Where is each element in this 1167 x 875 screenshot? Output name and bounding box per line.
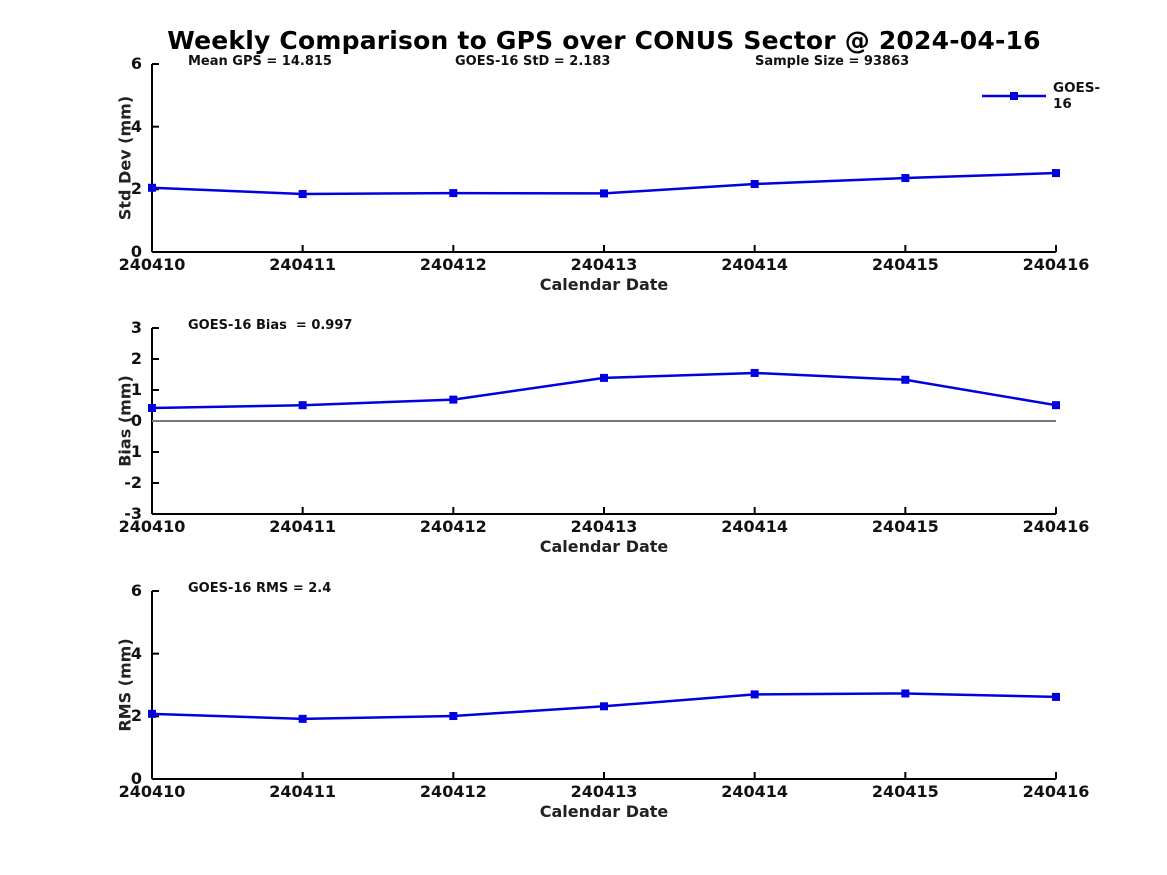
x-tick-label: 240412	[419, 782, 487, 801]
x-tick-label: 240413	[570, 517, 638, 536]
x-tick-label: 240411	[269, 255, 337, 274]
data-point-marker	[750, 180, 759, 189]
x-tick-label: 240414	[721, 517, 789, 536]
legend-marker	[1010, 92, 1018, 100]
data-point-marker	[1052, 169, 1060, 178]
y-tick-label: 2	[130, 349, 142, 368]
y-tick-label: 2	[130, 706, 142, 726]
plot-canvas-stddev	[148, 63, 1060, 253]
x-axis-title: Calendar Date	[539, 537, 669, 556]
data-point-marker	[750, 690, 759, 699]
x-tick-label: 240414	[721, 782, 789, 801]
y-tick-label: 2	[130, 179, 142, 199]
plot-annotation: Sample Size = 93863	[755, 54, 910, 69]
subplot-rms: 0 2 4 6 240410 240411 240412 240413 240414 240415…	[116, 581, 1090, 821]
x-tick-label: 240412	[419, 255, 487, 274]
y-tick-label: 6	[130, 54, 142, 73]
y-tick-label: 0	[130, 411, 142, 430]
plot-annotation: GOES-16 StD = 2.183	[455, 54, 611, 69]
y-tick-label: -2	[124, 473, 142, 492]
data-point-marker	[449, 189, 458, 198]
x-tick-label: 240411	[269, 782, 337, 801]
y-tick-label: -1	[124, 442, 142, 461]
subplot-stddev: 0 2 4 6 240410 240411 240412 240413 240414 240415…	[116, 54, 1101, 294]
x-tick-label: 240410	[118, 255, 186, 274]
y-tick-label: 1	[130, 380, 142, 399]
x-tick-label: 240412	[419, 517, 487, 536]
plot-annotation: GOES-16 Bias = 0.997	[188, 318, 353, 333]
y-axis-title: Std Dev (mm)	[115, 95, 135, 221]
data-point-marker	[600, 702, 608, 711]
x-tick-label: 240416	[1022, 782, 1090, 801]
y-tick-label: 0	[130, 242, 142, 261]
x-tick-label: 240416	[1022, 255, 1090, 274]
y-tick-label: 3	[130, 318, 142, 337]
y-tick-label: 6	[130, 581, 142, 600]
y-tick-label: 0	[130, 769, 142, 788]
legend: GOES-16	[982, 80, 1100, 112]
x-tick-label: 240413	[570, 255, 638, 274]
data-point-marker	[901, 689, 910, 698]
data-point-marker	[449, 712, 458, 721]
data-point-marker	[901, 174, 910, 183]
data-point-marker	[1052, 692, 1060, 701]
x-tick-label: 240410	[118, 782, 186, 801]
y-axis-title: RMS (mm)	[115, 638, 135, 732]
data-point-marker	[148, 183, 156, 192]
x-tick-label: 240415	[871, 517, 939, 536]
data-point-marker	[600, 189, 608, 198]
subplot-bias: -3 -2 -1 0 1 2 3 240410 240411 240412 240413 240414…	[116, 318, 1090, 556]
y-axis-title: Bias (mm)	[115, 375, 135, 467]
plot-canvas-bias	[148, 327, 1060, 515]
y-tick-label: 4	[130, 643, 142, 663]
y-tick-label: -3	[124, 504, 142, 523]
data-point-marker	[600, 373, 608, 382]
x-tick-label: 240414	[721, 255, 789, 274]
plot-canvas-rms	[148, 590, 1060, 780]
data-point-marker	[298, 714, 307, 723]
data-point-marker	[1052, 401, 1060, 410]
x-tick-label: 240415	[871, 782, 939, 801]
legend-label: GOES-16	[1053, 80, 1101, 112]
legend-line-sample	[982, 92, 1046, 100]
y-tick-label: 4	[130, 116, 142, 136]
x-tick-label: 240415	[871, 255, 939, 274]
plot-annotation: GOES-16 RMS = 2.4	[188, 581, 332, 596]
data-point-marker	[750, 368, 759, 377]
x-tick-label: 240411	[269, 517, 337, 536]
chart-title: Weekly Comparison to GPS over CONUS Sect…	[167, 26, 1041, 55]
x-axis-title: Calendar Date	[539, 275, 669, 294]
x-tick-label: 240410	[118, 517, 186, 536]
data-point-marker	[148, 709, 156, 718]
x-tick-label: 240413	[570, 782, 638, 801]
x-axis-title: Calendar Date	[539, 802, 669, 821]
x-tick-label: 240416	[1022, 517, 1090, 536]
data-point-marker	[449, 395, 458, 404]
data-point-marker	[901, 375, 910, 384]
plot-annotation: Mean GPS = 14.815	[188, 54, 332, 69]
data-point-marker	[148, 403, 156, 412]
data-point-marker	[298, 190, 307, 199]
data-point-marker	[298, 401, 307, 410]
